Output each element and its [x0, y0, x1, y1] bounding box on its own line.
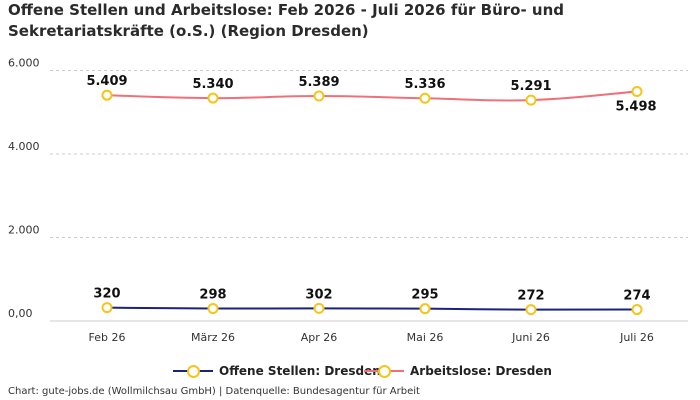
data-label: 5.336	[404, 77, 445, 92]
data-point	[101, 302, 113, 314]
data-point	[207, 303, 219, 315]
legend: Offene Stellen: Dresden Arbeitslose: Dre…	[0, 361, 700, 381]
y-tick-label: 4.000	[8, 140, 40, 153]
data-point	[101, 89, 113, 101]
x-tick-label: März 26	[191, 331, 235, 344]
y-tick-label: 6.000	[8, 57, 40, 70]
data-label: 298	[199, 288, 226, 303]
data-point	[631, 85, 643, 97]
x-tick-label: Apr 26	[301, 331, 338, 344]
line-chart: 0,00 2.000 4.000 6.000 Feb 26 März 26 Apr 26 Ma…	[8, 57, 688, 344]
x-tick-label: Juni 26	[511, 331, 550, 344]
legend-label-offene-stellen: Offene Stellen: Dresden	[219, 364, 381, 378]
data-label: 5.340	[192, 77, 233, 92]
legend-item-arbeitslose[interactable]: Arbeitslose: Dresden	[364, 361, 552, 381]
data-point	[313, 90, 325, 102]
data-label: 5.498	[615, 99, 656, 114]
y-tick-label: 2.000	[8, 224, 40, 237]
legend-item-offene-stellen[interactable]: Offene Stellen: Dresden	[173, 361, 381, 381]
data-label: 320	[93, 287, 120, 302]
data-label: 5.389	[298, 75, 339, 90]
legend-label-arbeitslose: Arbeitslose: Dresden	[410, 364, 552, 378]
legend-swatch-offene-stellen	[173, 364, 213, 378]
data-point	[419, 92, 431, 104]
data-label: 5.291	[510, 79, 551, 94]
source-note: Chart: gute-jobs.de (Wollmilchsau GmbH) …	[8, 386, 420, 397]
x-tick-label: Juli 26	[619, 331, 654, 344]
chart-title: Offene Stellen und Arbeitslose: Feb 2026…	[8, 1, 565, 40]
data-point	[313, 302, 325, 314]
data-point	[525, 94, 537, 106]
data-label: 274	[623, 289, 650, 304]
data-label: 302	[305, 287, 332, 302]
data-point	[419, 303, 431, 315]
data-point	[525, 304, 537, 316]
data-label: 272	[517, 289, 544, 304]
series-line-offene-stellen	[106, 306, 638, 311]
data-label: 295	[411, 288, 438, 303]
data-point	[207, 92, 219, 104]
x-tick-label: Feb 26	[89, 331, 126, 344]
x-tick-label: Mai 26	[407, 331, 444, 344]
series-line-arbeitslose	[106, 90, 638, 102]
legend-swatch-arbeitslose	[364, 364, 404, 378]
y-tick-label: 0,00	[8, 307, 33, 320]
data-label: 5.409	[86, 74, 127, 89]
data-point	[631, 304, 643, 316]
